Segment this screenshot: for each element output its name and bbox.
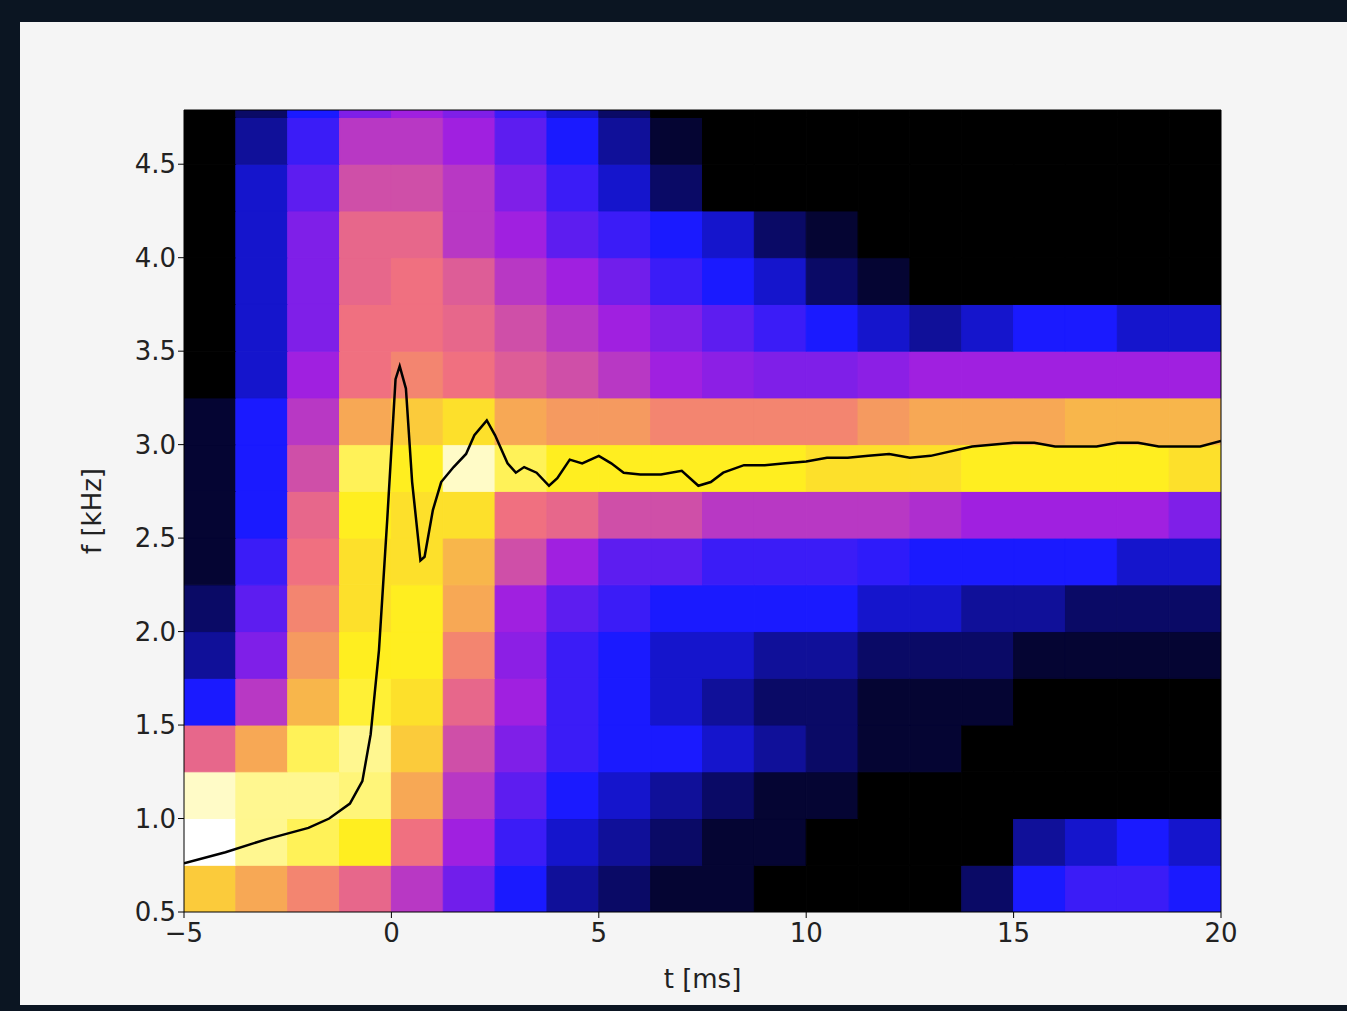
svg-text:2.5: 2.5: [135, 523, 176, 553]
svg-text:−5: −5: [164, 918, 204, 949]
svg-text:4.5: 4.5: [135, 149, 176, 179]
svg-text:1.5: 1.5: [135, 710, 176, 740]
svg-text:2.0: 2.0: [135, 617, 176, 647]
svg-text:15: 15: [997, 918, 1030, 948]
svg-text:t [ms]: t [ms]: [664, 964, 742, 994]
svg-text:0.5: 0.5: [135, 897, 176, 927]
svg-text:f [kHz]: f [kHz]: [77, 468, 107, 554]
svg-text:4.0: 4.0: [135, 243, 176, 273]
svg-text:1.0: 1.0: [135, 804, 176, 834]
svg-text:10: 10: [790, 918, 823, 948]
svg-text:0: 0: [383, 918, 400, 948]
svg-text:20: 20: [1204, 918, 1237, 948]
svg-text:3.0: 3.0: [135, 430, 176, 460]
svg-text:5: 5: [591, 918, 608, 948]
svg-text:3.5: 3.5: [135, 336, 176, 366]
